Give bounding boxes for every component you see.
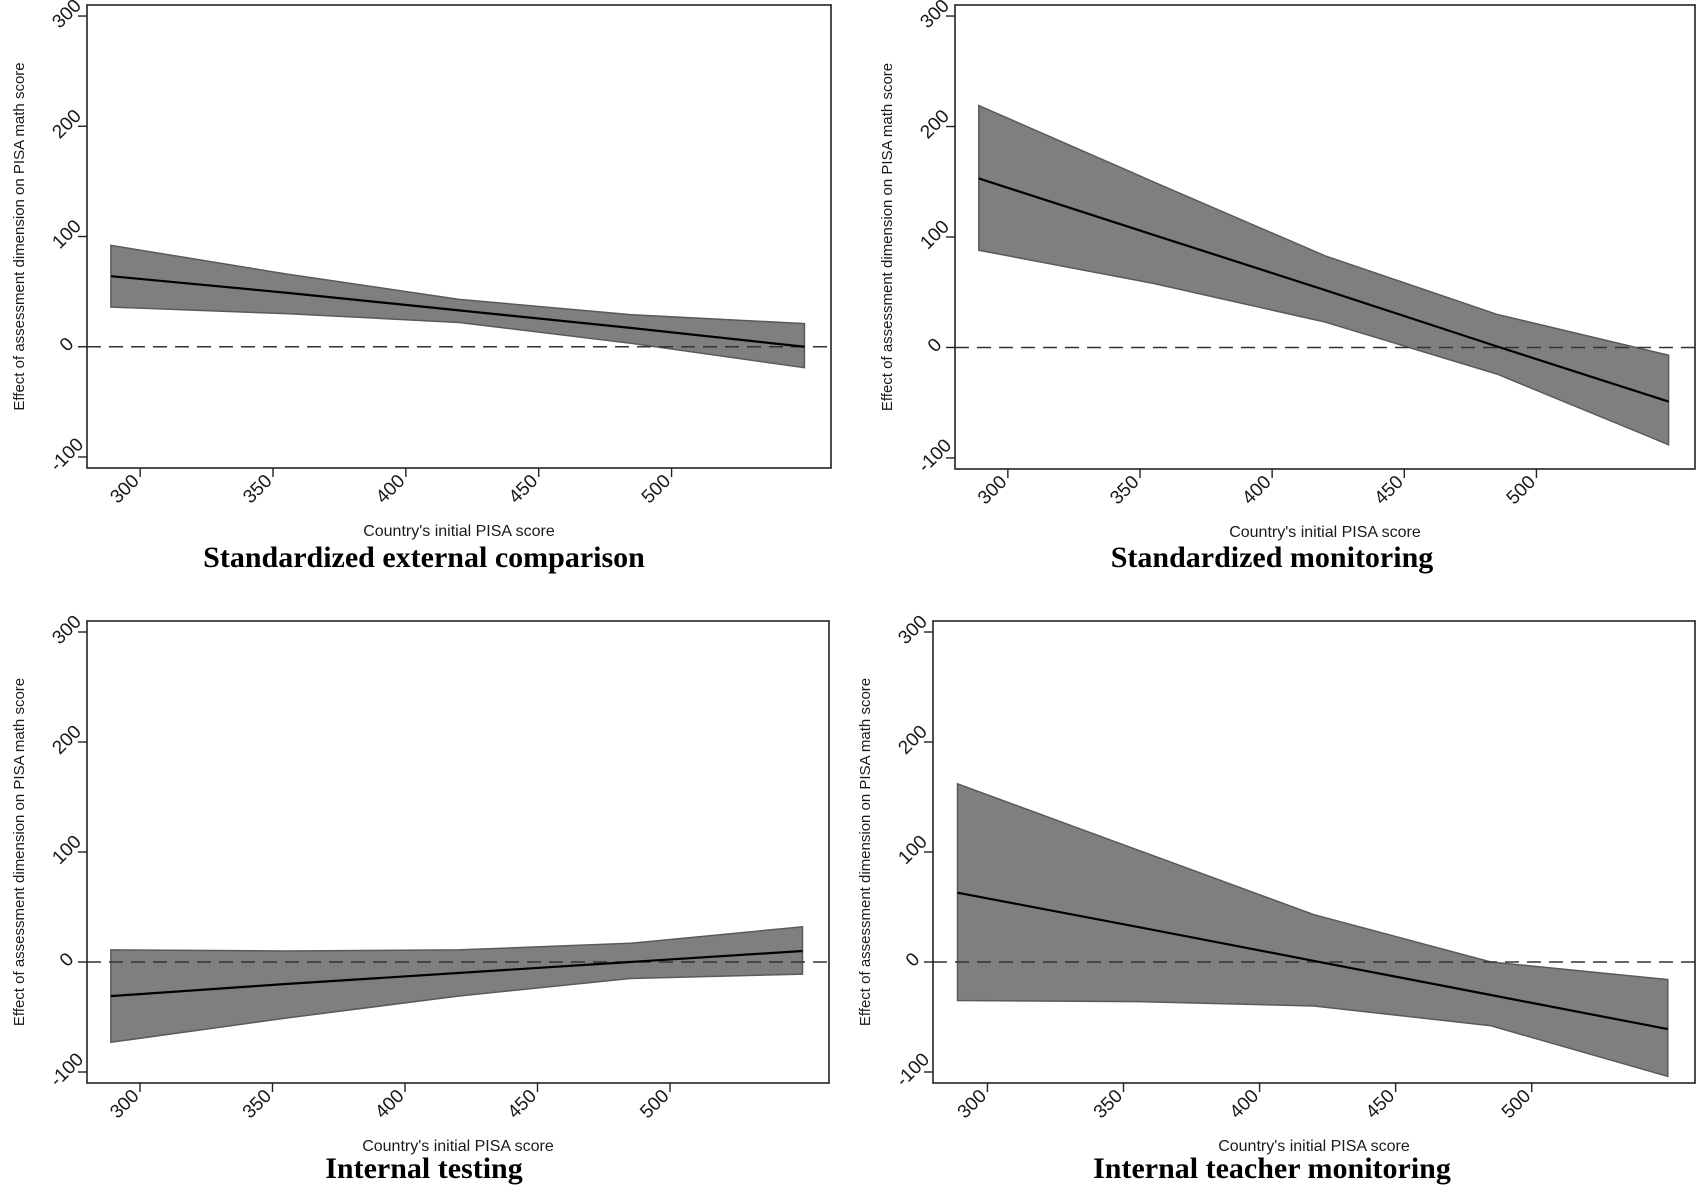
x-tick-label: 400 [1238,472,1275,509]
y-tick-label: 300 [48,611,85,648]
chart-panel-internal-testing: -100 0 100 200 300 300 350 400 450 500 Country's i… [0,597,848,1194]
y-tick-label: -100 [914,435,956,477]
panel-title: Standardized external comparison [203,541,645,574]
y-tick-label: 0 [56,949,78,971]
x-axis-title: Country's initial PISA score [363,523,555,540]
chart-panel-internal-teacher-monitoring: -100 0 100 200 300 300 350 400 450 500 Country's i… [848,597,1696,1194]
x-tick-label: 500 [636,1086,673,1123]
panel-title: Internal teacher monitoring [1093,1152,1451,1185]
chart-plot: -100 0 100 200 300 300 350 400 450 500 Country's i… [857,611,1696,1155]
x-tick-label: 350 [1106,472,1143,509]
y-tick-label: 300 [894,611,931,648]
y-tick-label: 200 [48,721,85,758]
y-tick-label: 0 [56,334,78,356]
y-tick-label: 0 [902,949,924,971]
confidence-band [110,925,804,1044]
confidence-band [956,782,1669,1078]
x-axis-title: Country's initial PISA score [1229,524,1421,541]
y-tick-label: -100 [46,1049,88,1091]
x-tick-label: 450 [505,471,542,508]
y-axis-title: Effect of assessment dimension on PISA m… [879,63,896,411]
x-tick-label: 350 [239,471,276,508]
x-tick-label: 400 [372,471,409,508]
x-tick-label: 400 [371,1086,408,1123]
y-axis-title: Effect of assessment dimension on PISA m… [11,678,28,1026]
x-axis-title: Country's initial PISA score [1218,1138,1410,1155]
y-tick-label: 200 [48,106,85,143]
x-tick-label: 450 [1362,1086,1399,1123]
x-tick-label: 500 [1498,1086,1535,1123]
estimate-line [957,891,1668,1031]
x-tick-label: 400 [1226,1086,1263,1123]
x-tick-label: 300 [106,471,143,508]
y-tick-label: 200 [916,106,953,143]
x-tick-label: 450 [504,1086,541,1123]
confidence-band [978,104,1670,446]
x-axis-title: Country's initial PISA score [362,1138,554,1155]
chart-plot: -100 0 100 200 300 300 350 400 450 500 Country's i… [11,611,830,1155]
x-tick-label: 450 [1371,472,1408,509]
x-tick-label: 300 [954,1086,991,1123]
y-tick-label: 100 [916,216,953,253]
y-tick-label: -100 [892,1049,934,1091]
y-axis-title: Effect of assessment dimension on PISA m… [11,62,28,410]
estimate-line [110,949,803,998]
x-tick-label: 300 [106,1086,143,1123]
panel-title: Internal testing [325,1152,523,1185]
chart-panel-standardized-external-comparison: -100 0 100 200 300 300 350 400 450 500 Country's i… [0,0,848,597]
y-axis-title: Effect of assessment dimension on PISA m… [857,678,874,1026]
estimate-line [978,177,1669,403]
x-tick-label: 350 [1090,1086,1127,1123]
x-tick-label: 300 [974,472,1011,509]
x-tick-label: 500 [638,471,675,508]
confidence-band [110,244,806,369]
chart-panel-standardized-monitoring: -100 0 100 200 300 300 350 400 450 500 Country's i… [848,0,1696,597]
y-tick-label: 100 [48,216,85,253]
y-tick-label: 200 [894,721,931,758]
y-tick-label: 100 [48,831,85,868]
y-tick-label: 0 [924,334,946,356]
y-tick-label: 100 [894,831,931,868]
plot-frame [86,4,832,469]
x-tick-label: 500 [1503,472,1540,509]
estimate-line [110,275,805,348]
panel-title: Standardized monitoring [1110,541,1434,574]
y-tick-label: -100 [46,434,88,476]
x-tick-label: 350 [239,1086,276,1123]
